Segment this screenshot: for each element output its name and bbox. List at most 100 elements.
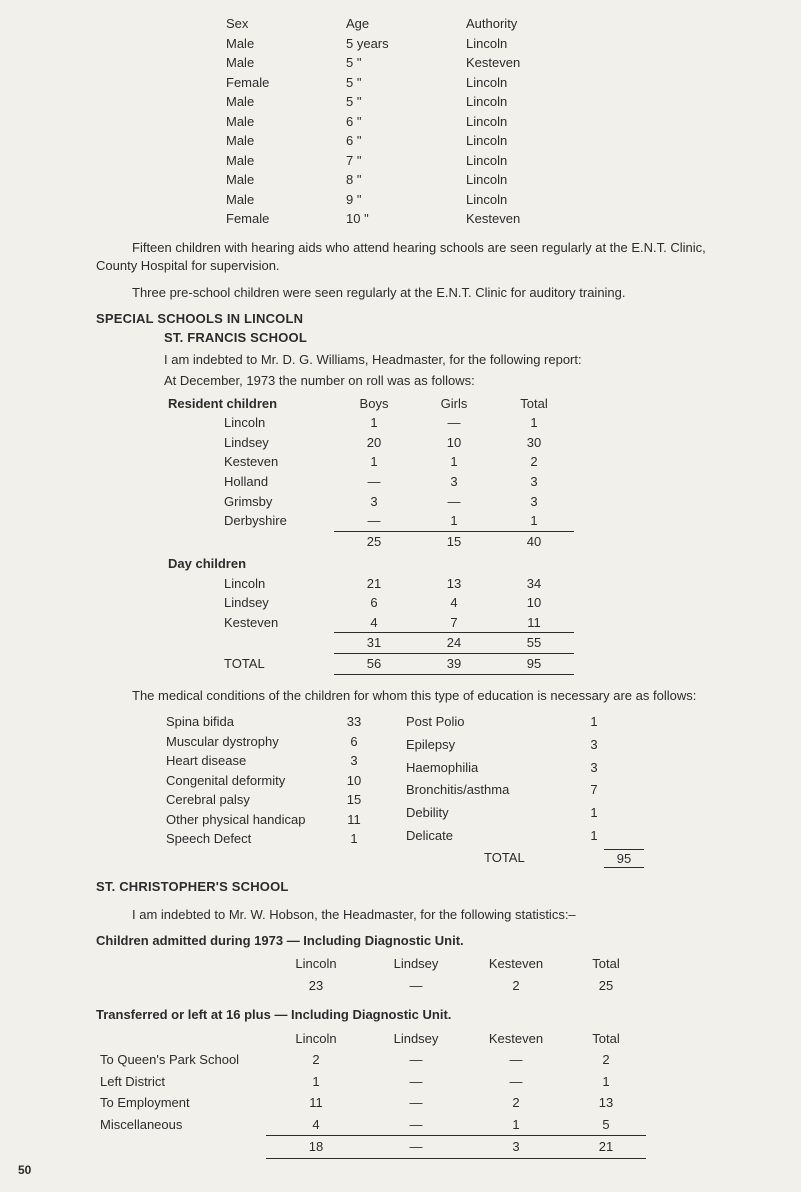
cell: 4 [414,593,494,613]
cell: 1 [466,1114,566,1136]
cell: 1 [566,1071,646,1093]
hearing-table: Sex Age Authority Male 5 years Lincoln M… [226,14,745,229]
blank [96,1135,266,1159]
total: 21 [566,1135,646,1159]
cell: 5 " [346,53,466,73]
cell: 13 [414,574,494,594]
cell: Lincoln [466,73,626,93]
cell: 10 " [346,209,466,229]
cell: 21 [334,574,414,594]
cond-n: 1 [574,712,614,735]
chris-intro: I am indebted to Mr. W. Hobson, the Head… [96,906,736,924]
cond-n: 15 [334,790,374,810]
day-label: Day children [164,551,574,574]
cond-n: 6 [334,732,374,752]
cell: Male [226,190,346,210]
cell: Male [226,92,346,112]
cond: Delicate [404,826,574,849]
subtotal: 25 [334,531,414,552]
cell: 6 [334,593,414,613]
cond: Spina bifida [164,712,334,732]
cell: 20 [334,433,414,453]
col-age: Age [346,14,466,34]
col-girls: Girls [414,394,494,414]
cond: Epilepsy [404,735,574,758]
cell: 23 [266,975,366,997]
row-label: Lincoln [164,574,334,594]
resident-label: Resident children [164,394,334,414]
cond-n: 1 [334,829,374,849]
transferred-heading: Transferred or left at 16 plus — Includi… [96,1006,745,1024]
blank [96,1028,266,1050]
cell: — [414,492,494,512]
cell: — [466,1071,566,1093]
cell: 3 [334,492,414,512]
cell: — [366,975,466,997]
cell: 5 " [346,73,466,93]
col: Total [566,953,646,975]
cond-n: 3 [574,758,614,781]
cell: Lincoln [466,190,626,210]
cell: 8 " [346,170,466,190]
cell: 1 [334,413,414,433]
cell: 4 [266,1114,366,1136]
cond: Debility [404,803,574,826]
school-roll-table: Resident children Boys Girls Total Linco… [164,394,745,675]
subtotal-label [164,632,334,654]
cell: 1 [266,1071,366,1093]
cell: — [414,413,494,433]
subtotal-label [164,531,334,552]
conditions-right: Post Polio1 Epilepsy3 Haemophilia3 Bronc… [404,712,614,849]
cell: 5 years [346,34,466,54]
heading-christopher: ST. CHRISTOPHER'S SCHOOL [96,878,745,896]
cell: 2 [466,975,566,997]
cell: Male [226,53,346,73]
cond-n: 10 [334,771,374,791]
cond-n: 11 [334,810,374,830]
cell: 10 [494,593,574,613]
cell: 4 [334,613,414,633]
cond: Cerebral palsy [164,790,334,810]
cell: Male [226,151,346,171]
cell: 34 [494,574,574,594]
cell: — [366,1071,466,1093]
row-label: Lincoln [164,413,334,433]
transferred-table: Lincoln Lindsey Kesteven Total To Queen'… [96,1028,745,1159]
cell: Lincoln [466,92,626,112]
cond-n: 3 [574,735,614,758]
col-boys: Boys [334,394,414,414]
row-label: Derbyshire [164,511,334,531]
subtotal: 24 [414,632,494,654]
total-n: 95 [604,849,644,869]
cell: 2 [466,1092,566,1114]
conditions-total-row: TOTAL 95 [434,849,745,869]
col: Kesteven [466,953,566,975]
cond: Heart disease [164,751,334,771]
row-label: Lindsey [164,433,334,453]
row-label: Grimsby [164,492,334,512]
cell: 1 [494,511,574,531]
cell: 25 [566,975,646,997]
cell: 3 [414,472,494,492]
cell: Lincoln [466,112,626,132]
cond: Congenital deformity [164,771,334,791]
col-total: Total [494,394,574,414]
cell: 6 " [346,131,466,151]
cond: Post Polio [404,712,574,735]
cell: 5 " [346,92,466,112]
cell: — [334,472,414,492]
cell: 3 [494,472,574,492]
cell: 11 [494,613,574,633]
row-label: Miscellaneous [96,1114,266,1136]
cond-n: 3 [334,751,374,771]
row-label: Kesteven [164,452,334,472]
row-label: To Queen's Park School [96,1049,266,1071]
page-number: 50 [18,1162,31,1178]
cell: Male [226,131,346,151]
cell: — [334,511,414,531]
total: 39 [414,654,494,675]
cell: 6 " [346,112,466,132]
cell: Lincoln [466,131,626,151]
cell: 1 [494,413,574,433]
heading-francis: ST. FRANCIS SCHOOL [164,329,745,347]
